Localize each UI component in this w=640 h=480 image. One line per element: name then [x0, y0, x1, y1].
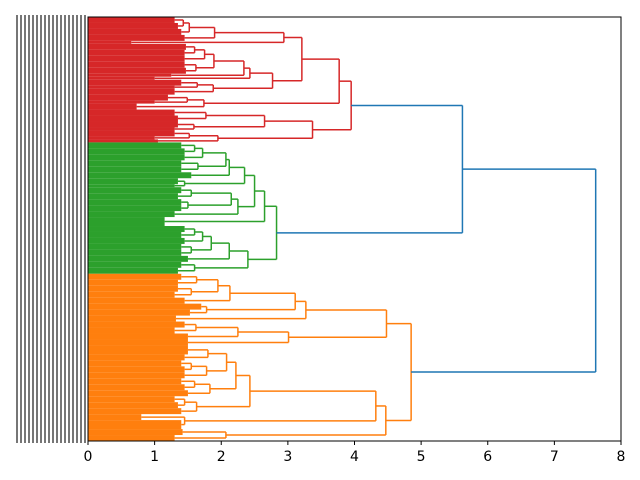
leaf-cluster — [88, 100, 155, 104]
leaf-cluster — [88, 121, 178, 128]
leaf-cluster — [88, 139, 158, 143]
leaf-cluster — [88, 237, 185, 244]
leaf-cluster — [88, 231, 182, 238]
leaf-cluster — [88, 315, 176, 322]
leaf-cluster — [88, 172, 192, 179]
leaf-cluster — [88, 345, 188, 355]
leaf-cluster — [88, 109, 175, 116]
leaf-labels — [16, 15, 86, 443]
x-tick-label: 8 — [617, 449, 626, 465]
leaf-cluster — [88, 103, 137, 110]
leaf-cluster — [88, 88, 175, 95]
leaf-cluster — [88, 40, 132, 44]
leaf-cluster — [88, 321, 185, 328]
leaf-cluster — [88, 267, 178, 274]
leaf-cluster — [88, 414, 142, 421]
dendrogram-links — [88, 17, 597, 441]
leaf-cluster — [88, 273, 182, 280]
x-tick-label: 4 — [350, 449, 359, 465]
leaf-cluster — [88, 226, 185, 232]
leaf-cluster — [88, 130, 175, 137]
leaf-cluster — [88, 28, 182, 35]
leaf-cluster — [88, 372, 185, 379]
leaf-cluster — [88, 327, 175, 334]
leaf-cluster — [88, 249, 182, 256]
leaf-cluster — [88, 297, 185, 304]
leaf-cluster — [88, 378, 182, 385]
leaf-cluster — [88, 178, 178, 185]
x-tick-label: 6 — [483, 449, 492, 465]
leaf-cluster — [88, 49, 185, 56]
leaf-cluster — [88, 261, 182, 268]
leaf-cluster — [88, 61, 185, 68]
x-tick-label: 1 — [150, 449, 159, 465]
leaf-cluster — [88, 199, 182, 206]
leaf-cluster — [88, 142, 182, 149]
x-tick-label: 0 — [84, 449, 93, 465]
leaf-cluster — [88, 67, 186, 74]
leaf-cluster — [88, 429, 183, 436]
leaf-cluster — [88, 435, 175, 441]
leaf-cluster — [88, 187, 182, 194]
leaf-cluster — [88, 255, 188, 262]
leaf-cluster — [88, 339, 188, 346]
leaf-cluster — [88, 396, 175, 403]
leaf-cluster — [88, 154, 185, 161]
leaf-cluster — [88, 85, 175, 89]
leaf-cluster — [88, 127, 175, 131]
leaf-cluster — [88, 408, 182, 415]
leaf-cluster — [88, 73, 172, 77]
x-tick-label: 2 — [217, 449, 226, 465]
leaf-cluster — [88, 205, 182, 212]
leaf-cluster — [88, 390, 188, 397]
leaf-cluster — [88, 166, 182, 173]
leaf-cluster — [88, 43, 186, 50]
leaf-cluster — [88, 148, 185, 155]
leaf-cluster — [88, 136, 155, 140]
leaf-cluster — [88, 285, 178, 292]
leaf-cluster — [88, 243, 182, 250]
leaf-cluster — [88, 291, 175, 298]
leaf-cluster — [88, 333, 188, 340]
x-tick-label: 3 — [283, 449, 292, 465]
leaf-cluster — [88, 79, 182, 86]
leaf-cluster — [88, 22, 178, 29]
leaf-cluster — [88, 309, 190, 316]
x-axis: 0 1 2 3 4 5 6 7 8 — [84, 441, 626, 465]
x-tick-label: 5 — [417, 449, 426, 465]
leaf-cluster — [88, 184, 175, 188]
leaf-cluster — [88, 279, 178, 286]
leaf-cluster — [88, 217, 165, 227]
leaf-cluster — [88, 94, 168, 101]
leaf-cluster — [88, 34, 185, 41]
x-tick-label: 7 — [550, 449, 559, 465]
leaf-cluster — [88, 160, 182, 167]
leaf-cluster — [88, 17, 175, 23]
leaf-cluster — [88, 360, 182, 367]
leaf-cluster — [88, 366, 185, 373]
leaf-cluster — [88, 76, 155, 80]
leaf-cluster — [88, 115, 178, 122]
leaf-cluster — [88, 193, 178, 200]
leaf-cluster — [88, 211, 175, 218]
leaf-cluster — [88, 402, 178, 409]
leaf-cluster — [88, 55, 185, 62]
leaf-cluster — [88, 354, 185, 361]
leaf-cluster — [88, 384, 185, 391]
leaf-cluster — [88, 303, 202, 310]
leaf-cluster — [88, 420, 182, 430]
